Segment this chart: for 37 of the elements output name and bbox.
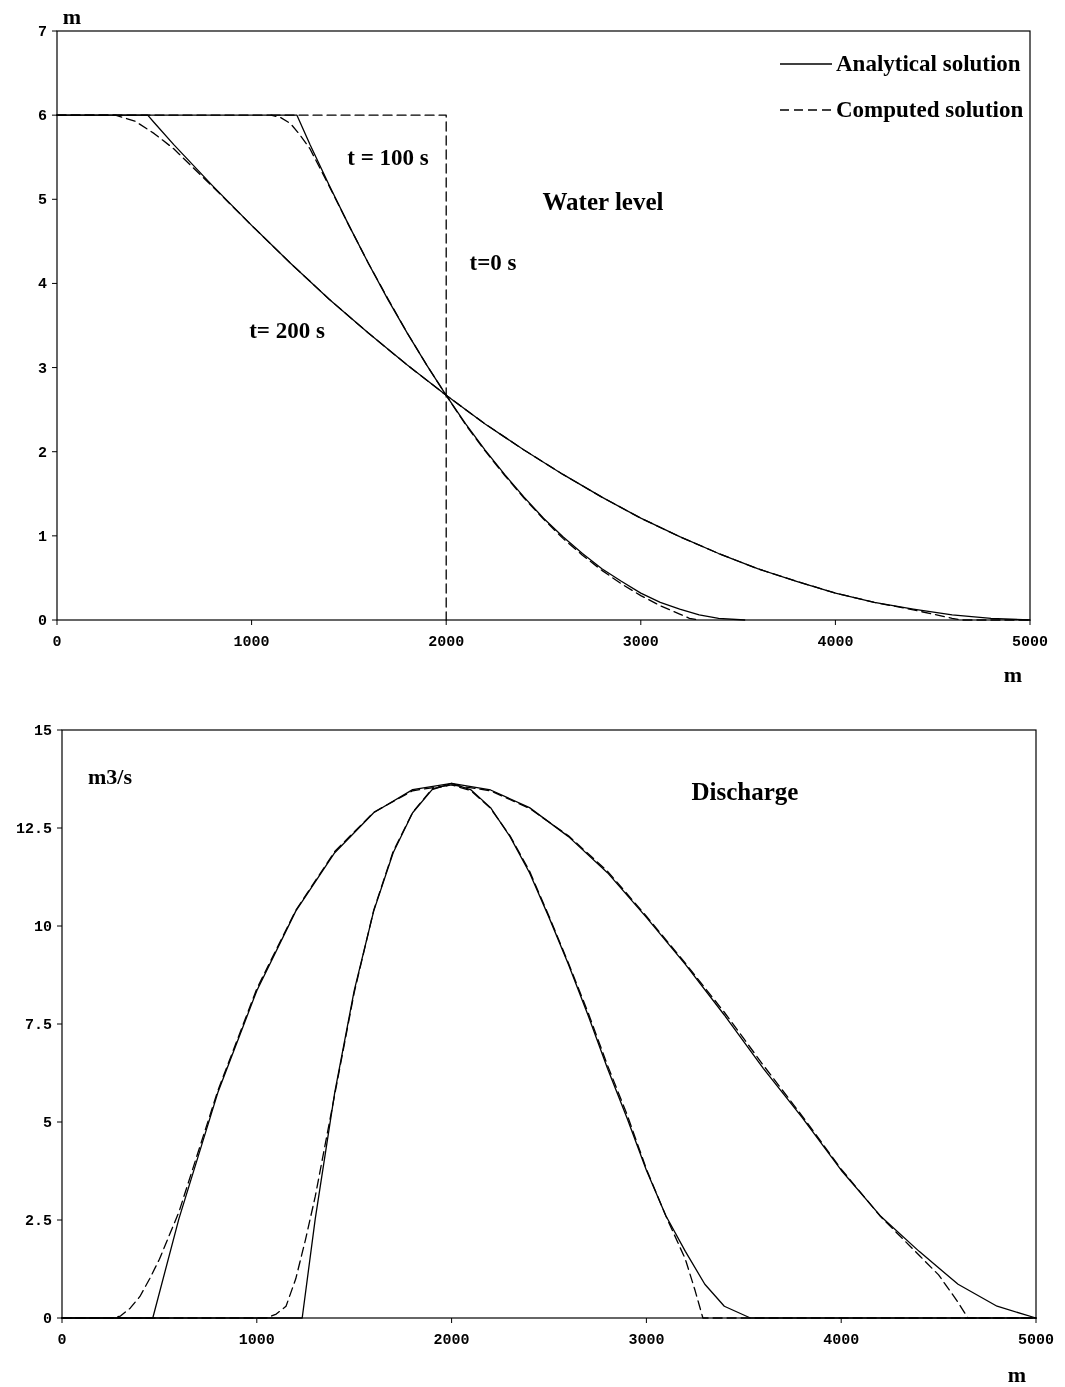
y-tick-label: 12.5 [15, 821, 52, 838]
y-axis-title: m3/s [88, 764, 133, 789]
x-tick-label: 1000 [233, 634, 270, 651]
y-tick-label: 15 [33, 723, 52, 740]
y-tick-label: 2.5 [24, 1213, 52, 1230]
x-tick-label: 2000 [428, 634, 465, 651]
y-tick-label: 5 [42, 1115, 52, 1132]
y-axis-title: m [62, 4, 82, 29]
y-tick-label: 5 [37, 192, 47, 210]
x-tick-label: 1000 [238, 1332, 275, 1349]
y-tick-label: 2 [37, 444, 47, 462]
x-tick-label: 3000 [622, 634, 659, 651]
legend-label: Computed solution [836, 97, 1024, 122]
annotation: t= 200 s [249, 318, 325, 343]
annotation: t=0 s [469, 250, 517, 275]
x-tick-label: 2000 [433, 1332, 470, 1349]
x-axis-title: m [1003, 662, 1023, 687]
x-tick-label: 5000 [1017, 1332, 1055, 1349]
text: Discharge [691, 778, 799, 805]
text: Water level [542, 188, 664, 215]
y-tick-label: 3 [37, 360, 47, 378]
y-tick-label: 4 [37, 276, 47, 294]
y-tick-label: 6 [37, 108, 47, 126]
x-tick-label: 0 [57, 1332, 67, 1349]
y-tick-label: 0 [42, 1311, 52, 1328]
y-tick-label: 10 [33, 919, 52, 936]
x-axis-title: m [1007, 1362, 1027, 1387]
y-tick-label: 0 [37, 613, 47, 630]
y-tick-label: 1 [37, 528, 47, 546]
x-tick-label: 4000 [823, 1332, 860, 1349]
annotation: t = 100 s [347, 145, 429, 170]
legend-label: Analytical solution [836, 51, 1021, 76]
x-tick-label: 4000 [817, 634, 854, 651]
y-tick-label: 7 [37, 24, 47, 41]
y-tick-label: 7.5 [24, 1017, 52, 1034]
x-tick-label: 3000 [628, 1332, 665, 1349]
x-tick-label: 5000 [1011, 634, 1049, 651]
